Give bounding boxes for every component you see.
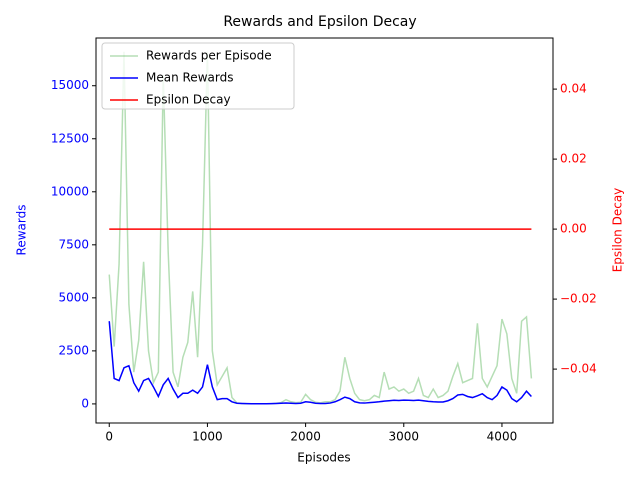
x-tick-label: 4000 [487, 430, 518, 444]
series-line [108, 321, 532, 405]
y-tick-label: 0 [81, 396, 89, 410]
y-axis-label: Rewards [15, 205, 29, 256]
y2-tick-label: 0.00 [560, 222, 587, 236]
y-tick-label: 10000 [51, 184, 89, 198]
legend-label: Rewards per Episode [146, 49, 272, 63]
legend-label: Epsilon Decay [146, 93, 231, 107]
x-tick-label: 0 [105, 430, 113, 444]
y-tick-label: 15000 [51, 78, 89, 92]
legend-label: Mean Rewards [146, 71, 233, 85]
x-tick-label: 2000 [290, 430, 321, 444]
y2-tick-label: −0.04 [560, 362, 597, 376]
y2-axis-label: Epsilon Decay [611, 188, 625, 273]
plot-frame [95, 37, 554, 424]
legend-box [101, 42, 295, 110]
x-axis-label: Episodes [297, 451, 350, 465]
y-tick-label: 5000 [58, 290, 89, 304]
y2-tick-label: −0.02 [560, 292, 597, 306]
chart-title: Rewards and Epsilon Decay [223, 14, 416, 30]
x-tick-label: 1000 [192, 430, 223, 444]
y2-tick-label: 0.02 [560, 152, 587, 166]
y-tick-label: 12500 [51, 131, 89, 145]
y-tick-label: 7500 [58, 237, 89, 251]
y2-tick-label: 0.04 [560, 82, 587, 96]
y-tick-label: 2500 [58, 343, 89, 357]
x-tick-label: 3000 [389, 430, 420, 444]
